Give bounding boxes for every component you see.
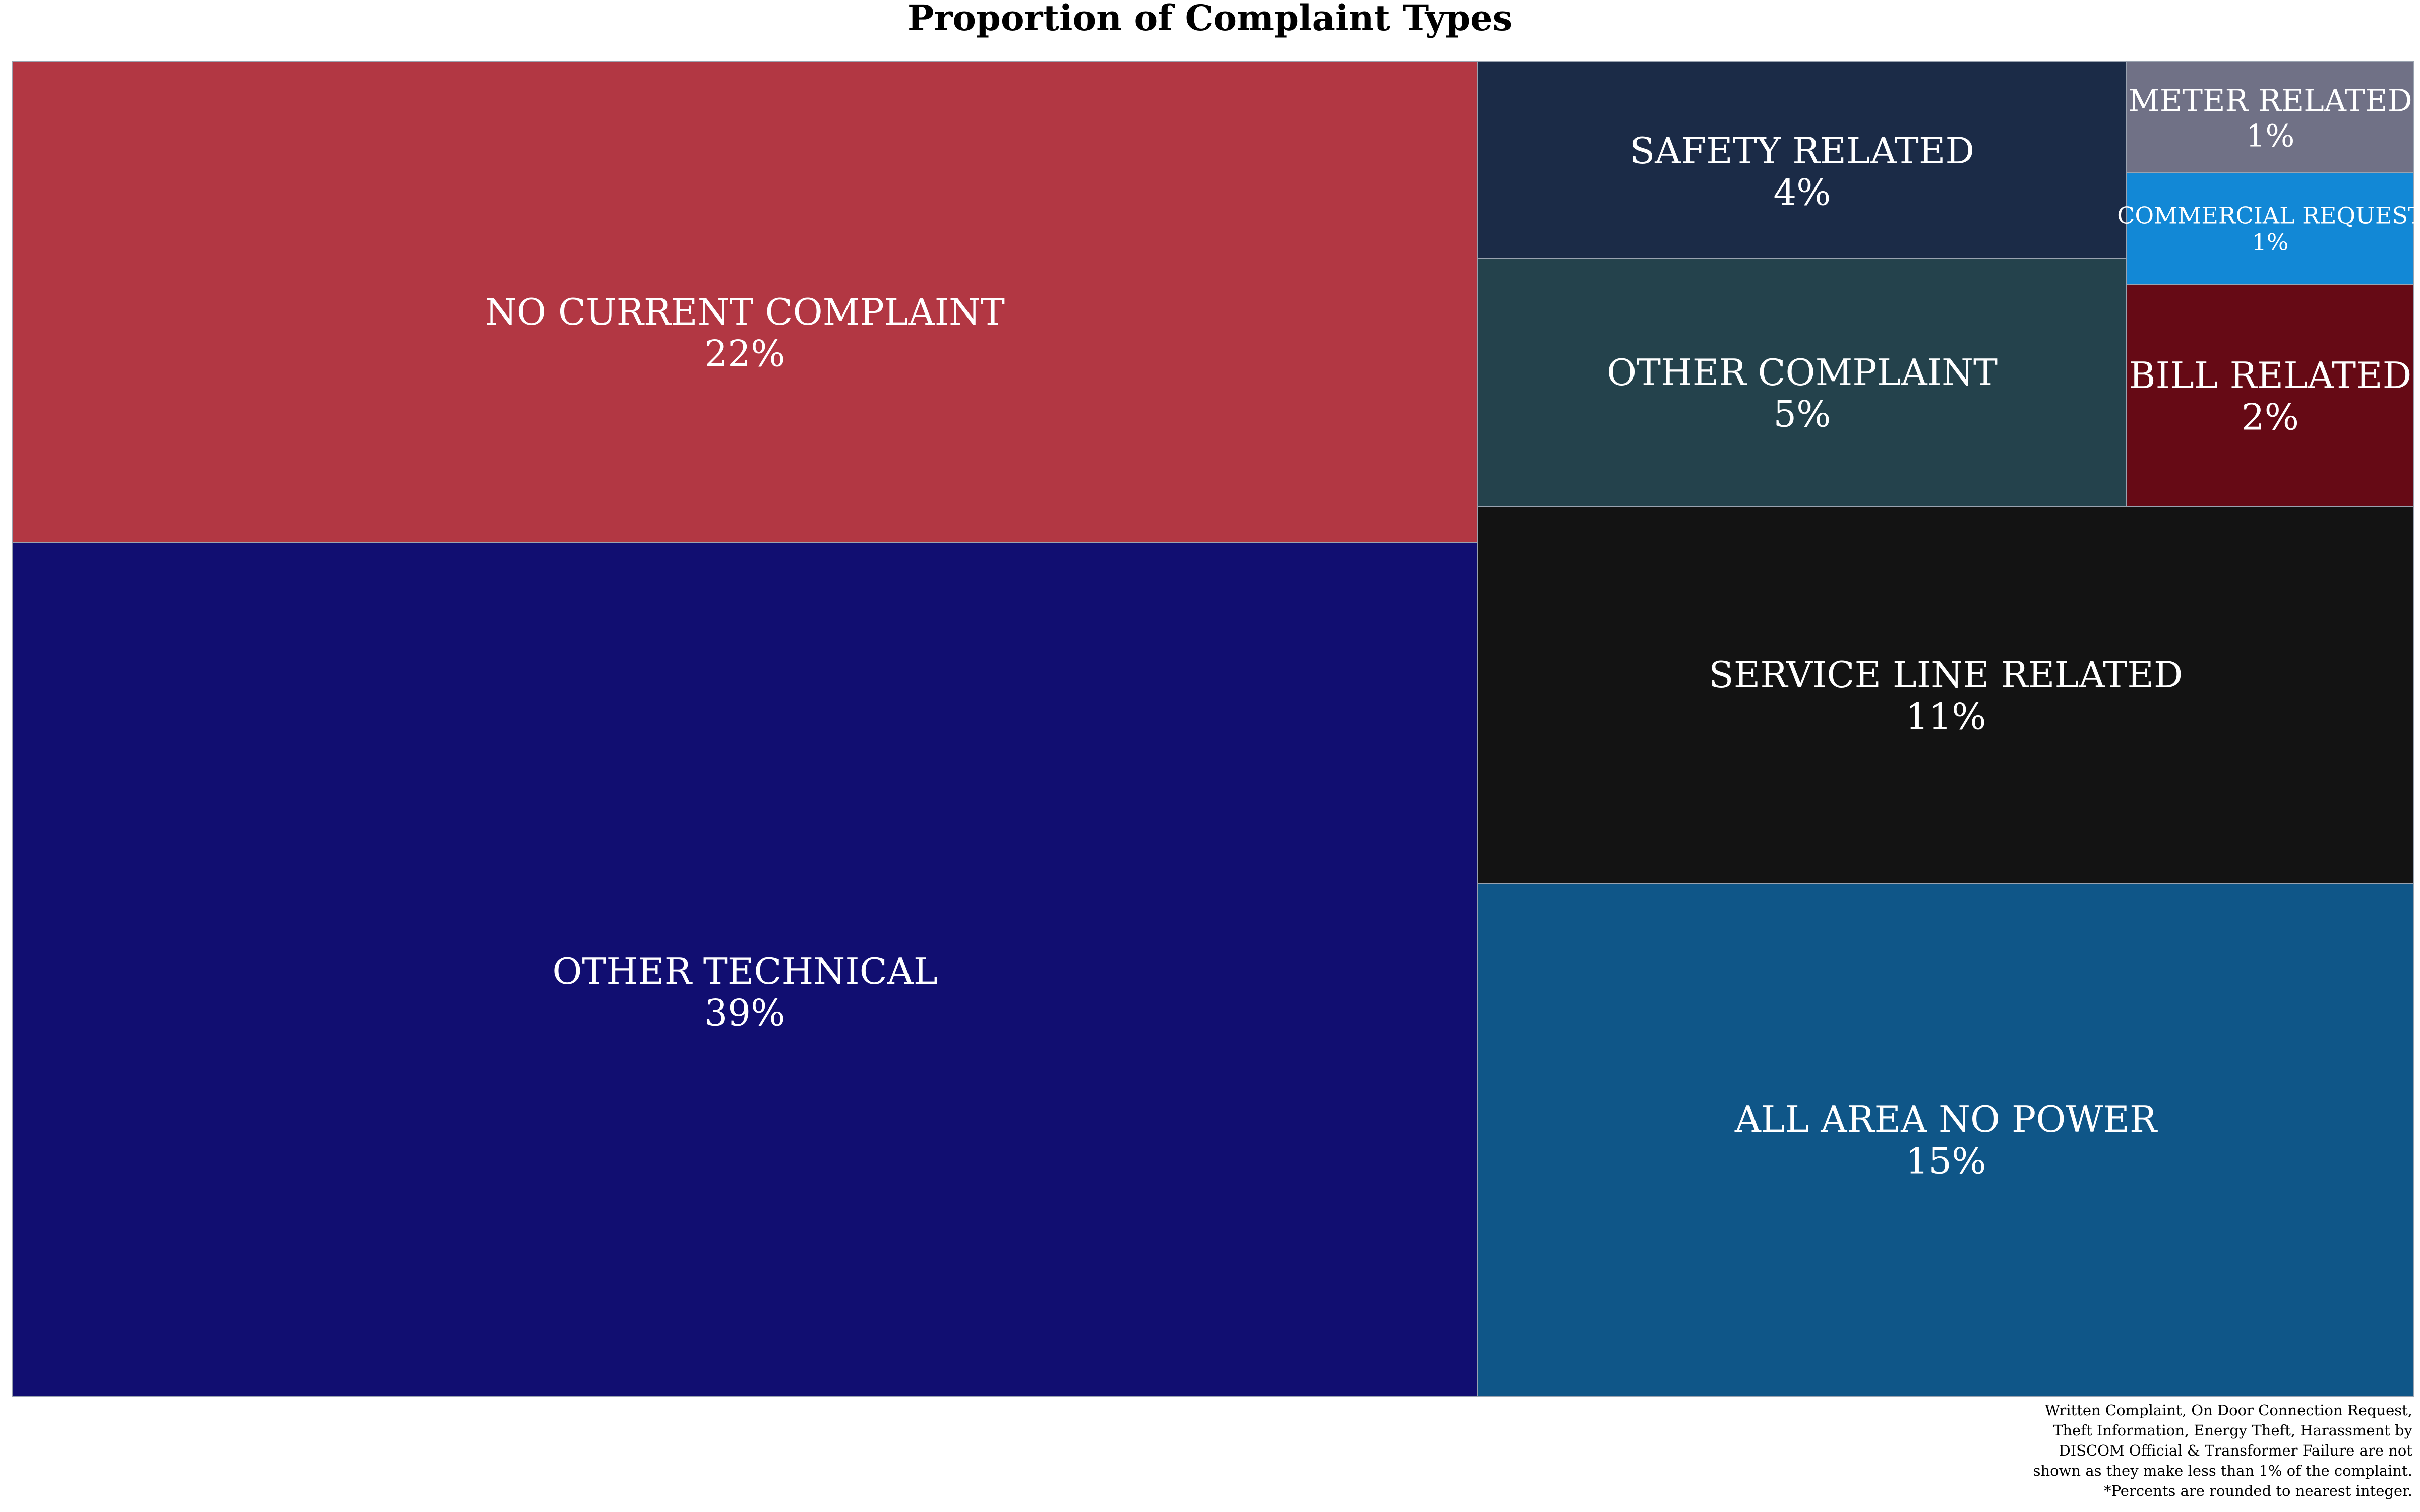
tile-rect	[2126, 284, 2414, 507]
tile-rect	[1477, 883, 2414, 1397]
tile-percent: 22%	[704, 333, 785, 375]
footnote-line: Written Complaint, On Door Connection Re…	[2044, 1402, 2412, 1419]
tile-label: BILL RELATED	[2129, 354, 2412, 397]
footnote-line: DISCOM Official & Transformer Failure ar…	[2059, 1442, 2412, 1459]
tile-label: NO CURRENT COMPLAINT	[485, 291, 1005, 333]
tile-rect	[2126, 61, 2414, 173]
tile-percent: 4%	[1773, 171, 1831, 214]
footnote: Written Complaint, On Door Connection Re…	[1908, 1400, 2412, 1501]
tile-percent: 15%	[1905, 1140, 1986, 1182]
footnote-line: shown as they make less than 1% of the c…	[2033, 1462, 2412, 1479]
tile-label: OTHER COMPLAINT	[1607, 351, 1998, 394]
tile-label: COMMERCIAL REQUEST	[2117, 202, 2420, 229]
tile-label: OTHER TECHNICAL	[552, 950, 937, 992]
tile-percent: 39%	[704, 992, 785, 1034]
tile-rect	[1477, 61, 2127, 259]
tile-label: SERVICE LINE RELATED	[1709, 654, 2183, 696]
tile-percent: 2%	[2242, 396, 2299, 438]
tile-percent: 5%	[1773, 393, 1831, 435]
footnote-line: Theft Information, Energy Theft, Harassm…	[2053, 1422, 2412, 1439]
tile-label: ALL AREA NO POWER	[1734, 1098, 2158, 1141]
tile-percent: 1%	[2246, 118, 2295, 154]
tile-rect	[12, 542, 1478, 1397]
tile-percent: 11%	[1905, 696, 1986, 738]
tile-rect	[1477, 258, 2127, 507]
tile-label: METER RELATED	[2128, 83, 2412, 118]
tile-percent: 1%	[2252, 229, 2289, 256]
chart-title: Proportion of Complaint Types	[907, 0, 1513, 39]
tile-label: SAFETY RELATED	[1630, 130, 1974, 172]
footnote-line: *Percents are rounded to nearest integer…	[2104, 1482, 2412, 1499]
tile-rect	[12, 61, 1478, 543]
tile-rect	[1477, 506, 2414, 884]
